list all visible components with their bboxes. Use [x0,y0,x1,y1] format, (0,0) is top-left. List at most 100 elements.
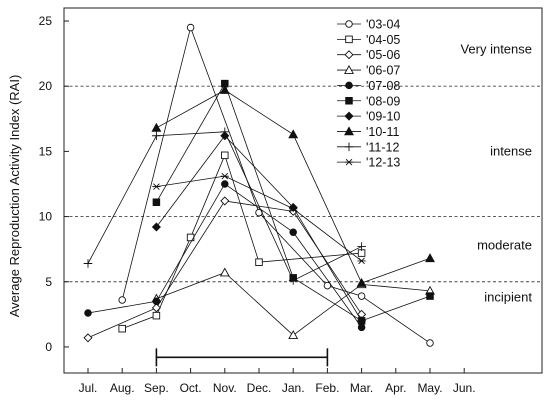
x-tick-label: Aug. [110,381,135,395]
marker-circle [345,81,353,90]
marker-asterisk [152,183,161,190]
series-line [156,175,362,262]
zone-labels: Very intense intense moderate incipient [460,42,532,305]
marker-circle [118,296,126,304]
x-tick-label: May. [417,381,442,395]
marker-diamond [151,303,161,313]
marker-diamond [344,111,354,121]
marker-circle [186,23,195,32]
marker-plus [288,276,298,285]
zone-label: intense [490,143,532,158]
marker-plus [357,242,366,251]
marker-plus [83,259,93,268]
marker-square [118,324,126,333]
marker-diamond [151,222,161,232]
marker-square [345,35,353,44]
legend-label: '08-09 [366,94,400,108]
marker-triangle [344,126,354,136]
marker-square [152,198,161,206]
range-bar [155,348,329,367]
marker-square [255,258,263,266]
x-tick-label: Feb. [315,381,339,395]
x-tick-label: Mar. [350,381,373,395]
marker-circle [152,297,161,306]
marker-diamond [357,316,367,326]
plot-frame [63,7,543,374]
series-line [87,183,362,328]
marker-asterisk [344,158,354,166]
threshold-lines [64,85,542,283]
legend-item: '10-11 [337,125,399,139]
legend-label: '07-08 [366,79,400,93]
marker-triangle [344,64,354,74]
legend-label: '03-04 [366,18,400,32]
x-tick-label: Sep. [144,381,169,395]
legend-label: '04-05 [366,33,400,47]
series-9 [152,172,366,265]
x-tick-label: Oct. [180,381,202,395]
marker-circle [426,339,434,347]
legend-label: '10-11 [366,125,399,139]
zone-label: Very intense [460,42,532,57]
marker-triangle [219,267,230,277]
legend-item: '03-04 [337,18,400,32]
marker-square [186,233,195,242]
series-0 [118,23,434,347]
y-tick-label: 25 [39,14,53,28]
y-tick-label: 15 [39,144,53,158]
series-6 [151,131,367,326]
series-line [121,26,431,344]
marker-triangle [356,277,367,287]
zone-label: incipient [484,289,532,304]
marker-triangle [219,84,230,94]
series-layer [83,23,435,347]
legend-item: '12-13 [337,156,400,170]
legend-item: '05-06 [337,48,400,62]
marker-asterisk [357,257,366,265]
marker-triangle [288,129,299,139]
legend-label: '11-12 [366,140,399,154]
marker-plus [220,127,230,137]
legend-item: '08-09 [337,94,400,108]
marker-square [221,151,229,160]
x-tick-label: Jan. [282,381,305,395]
zone-label: moderate [477,237,532,252]
marker-asterisk [220,172,229,180]
legend: '03-04'04-05'05-06 '06-07'07-08'08-09 '09-… [337,18,400,170]
y-axis-title: Average Reproduction Activity Index (RAI… [7,75,22,318]
marker-triangle [425,253,435,263]
marker-triangle [151,122,162,132]
marker-circle [84,309,92,317]
marker-square [345,96,353,105]
x-tick-label: Apr. [385,381,406,395]
marker-plus [152,131,161,141]
marker-circle [289,228,297,236]
marker-diamond [220,196,230,206]
series-1 [118,151,366,333]
legend-item: '06-07 [337,64,400,78]
x-axis: Jul. Aug. Sep. Oct. Nov. Dec. Jan. Feb. Mar. Apr.… [79,368,476,395]
x-tick-label: Jun. [453,381,476,395]
series-8 [83,127,366,285]
series-line [122,154,362,330]
marker-diamond [344,50,354,60]
marker-circle [221,180,229,188]
y-tick-label: 5 [45,275,52,289]
marker-diamond [83,333,93,343]
marker-triangle [288,330,299,340]
y-tick-label: 0 [45,340,52,354]
series-4 [84,180,366,332]
legend-item: '11-12 [337,140,399,154]
y-tick-label: 20 [39,79,53,93]
marker-circle [345,20,353,28]
marker-circle [323,281,332,290]
legend-label: '06-07 [366,64,400,78]
marker-circle [357,292,366,300]
series-line [156,135,362,322]
y-tick-label: 10 [39,210,53,224]
marker-square [426,292,434,300]
marker-plus [344,142,354,152]
legend-label: '12-13 [366,156,400,170]
legend-item: '07-08 [337,79,400,93]
legend-label: '05-06 [366,48,400,62]
